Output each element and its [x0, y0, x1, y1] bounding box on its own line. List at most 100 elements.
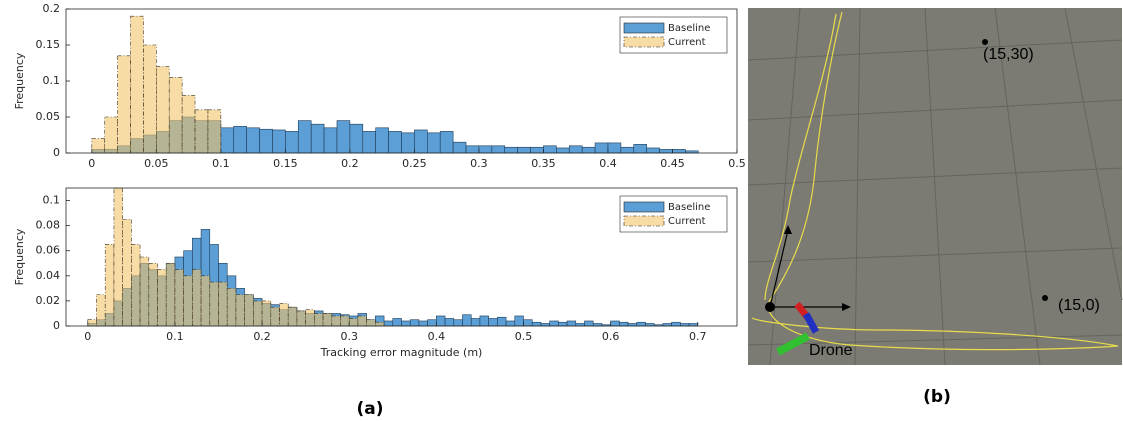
histogram-bar: [324, 128, 337, 153]
histogram-bar: [518, 147, 531, 153]
histogram-bar: [169, 77, 182, 153]
histogram-bar: [227, 288, 236, 326]
histogram-bar: [175, 270, 184, 326]
legend-swatch: [624, 23, 664, 33]
waypoint: [982, 39, 988, 45]
x-axis-label: Tracking error magnitude (m): [320, 346, 483, 359]
histogram-bar: [454, 320, 463, 326]
y-tick-label: 0.2: [43, 2, 61, 15]
legend-swatch: [624, 37, 664, 47]
waypoint: [1042, 295, 1048, 301]
histogram-bar: [505, 147, 518, 153]
histogram-bar: [569, 146, 582, 153]
histogram-bar: [247, 128, 260, 153]
y-tick-label: 0.05: [36, 110, 61, 123]
histogram-bar: [582, 147, 595, 153]
histogram-bar: [260, 129, 273, 153]
histogram-bar: [271, 307, 280, 326]
histogram-bar: [550, 321, 559, 326]
y-tick-label: 0.1: [43, 194, 61, 207]
y-tick-label: 0: [53, 319, 60, 332]
x-tick-label: 0: [84, 330, 91, 343]
histogram-bar: [219, 282, 228, 326]
histogram-bar: [156, 67, 169, 153]
histogram-bar: [410, 320, 419, 326]
histogram-bar: [402, 321, 411, 326]
histogram-bar: [350, 124, 363, 153]
x-tick-label: 0.7: [689, 330, 707, 343]
histogram-bar: [297, 311, 306, 326]
waypoint-label: (15,30): [983, 46, 1034, 63]
histogram-bar: [306, 310, 315, 326]
histogram-bar: [92, 139, 105, 153]
histogram-bar: [389, 131, 402, 153]
x-tick-label: 0.3: [470, 157, 488, 170]
x-tick-label: 0.05: [144, 157, 169, 170]
legend-label: Current: [668, 216, 706, 227]
histogram-bar: [471, 318, 480, 326]
histogram-bar: [637, 322, 646, 326]
histogram-bar: [506, 321, 515, 326]
legend-label: Baseline: [668, 23, 710, 34]
histogram-bar: [414, 130, 427, 153]
histogram-bar: [672, 149, 685, 153]
histogram-bar: [314, 313, 323, 326]
histogram-bar: [363, 131, 376, 153]
page: {"chart_data": [ {"type": "histogram", "…: [0, 0, 1123, 421]
histogram-bar: [221, 128, 234, 153]
y-axis-label: Frequency: [13, 52, 26, 109]
histogram-bar: [140, 257, 149, 326]
histogram-bar: [479, 146, 492, 153]
histogram-bar: [332, 316, 341, 326]
histogram-bar: [402, 133, 415, 153]
y-tick-label: 0.1: [43, 74, 61, 87]
histogram-bar: [532, 322, 541, 326]
histogram-bar: [375, 322, 384, 326]
histogram-bar: [393, 318, 402, 326]
histogram-bar: [358, 316, 367, 326]
histogram-bar: [672, 322, 681, 326]
histogram-bar: [143, 45, 156, 153]
histogram-bar: [384, 321, 393, 326]
waypoint-label: (15,0): [1058, 297, 1100, 314]
histogram-bar: [419, 321, 428, 326]
histogram-bar: [131, 16, 144, 153]
x-tick-label: 0.25: [402, 157, 427, 170]
histogram-bar: [497, 317, 506, 326]
histogram-bar: [660, 149, 673, 153]
histogram-bar: [234, 126, 247, 153]
figure: (15,30) (15,0) Drone (a) (b) 0 0.05 0.1 0.1…: [0, 0, 1123, 421]
x-tick-label: 0.35: [531, 157, 556, 170]
histogram-bar: [595, 143, 608, 153]
scene: (15,30) (15,0) Drone: [748, 8, 1122, 365]
histogram-bar: [567, 321, 576, 326]
y-tick-label: 0.08: [36, 219, 61, 232]
x-tick-label: 0.15: [273, 157, 298, 170]
histogram-bar: [556, 148, 569, 153]
histogram-bar: [445, 318, 454, 326]
histogram-bar: [201, 276, 210, 326]
histogram-bar: [619, 322, 628, 326]
histogram-bar: [105, 117, 118, 153]
panel-label: (a): [356, 399, 383, 419]
histogram-bar: [210, 282, 219, 326]
y-tick-label: 0.15: [36, 38, 61, 51]
x-tick-label: 0.2: [341, 157, 359, 170]
histogram-bar: [463, 315, 472, 326]
histogram-bar: [285, 131, 298, 153]
histogram-bar: [611, 321, 620, 326]
y-tick-label: 0.06: [36, 244, 61, 257]
histogram-bar: [349, 318, 358, 326]
x-tick-label: 0.6: [602, 330, 620, 343]
panel-label: (b): [923, 387, 951, 407]
legend-swatch: [624, 216, 664, 226]
histogram-bar: [531, 147, 544, 153]
legend-label: Baseline: [668, 202, 710, 213]
histogram-bar: [453, 142, 466, 153]
histogram-bar: [97, 295, 106, 326]
x-tick-label: 0.4: [599, 157, 617, 170]
y-tick-label: 0: [53, 146, 60, 159]
histogram-bar: [647, 148, 660, 153]
histogram-bar: [489, 318, 498, 326]
histogram-bar: [149, 263, 158, 326]
